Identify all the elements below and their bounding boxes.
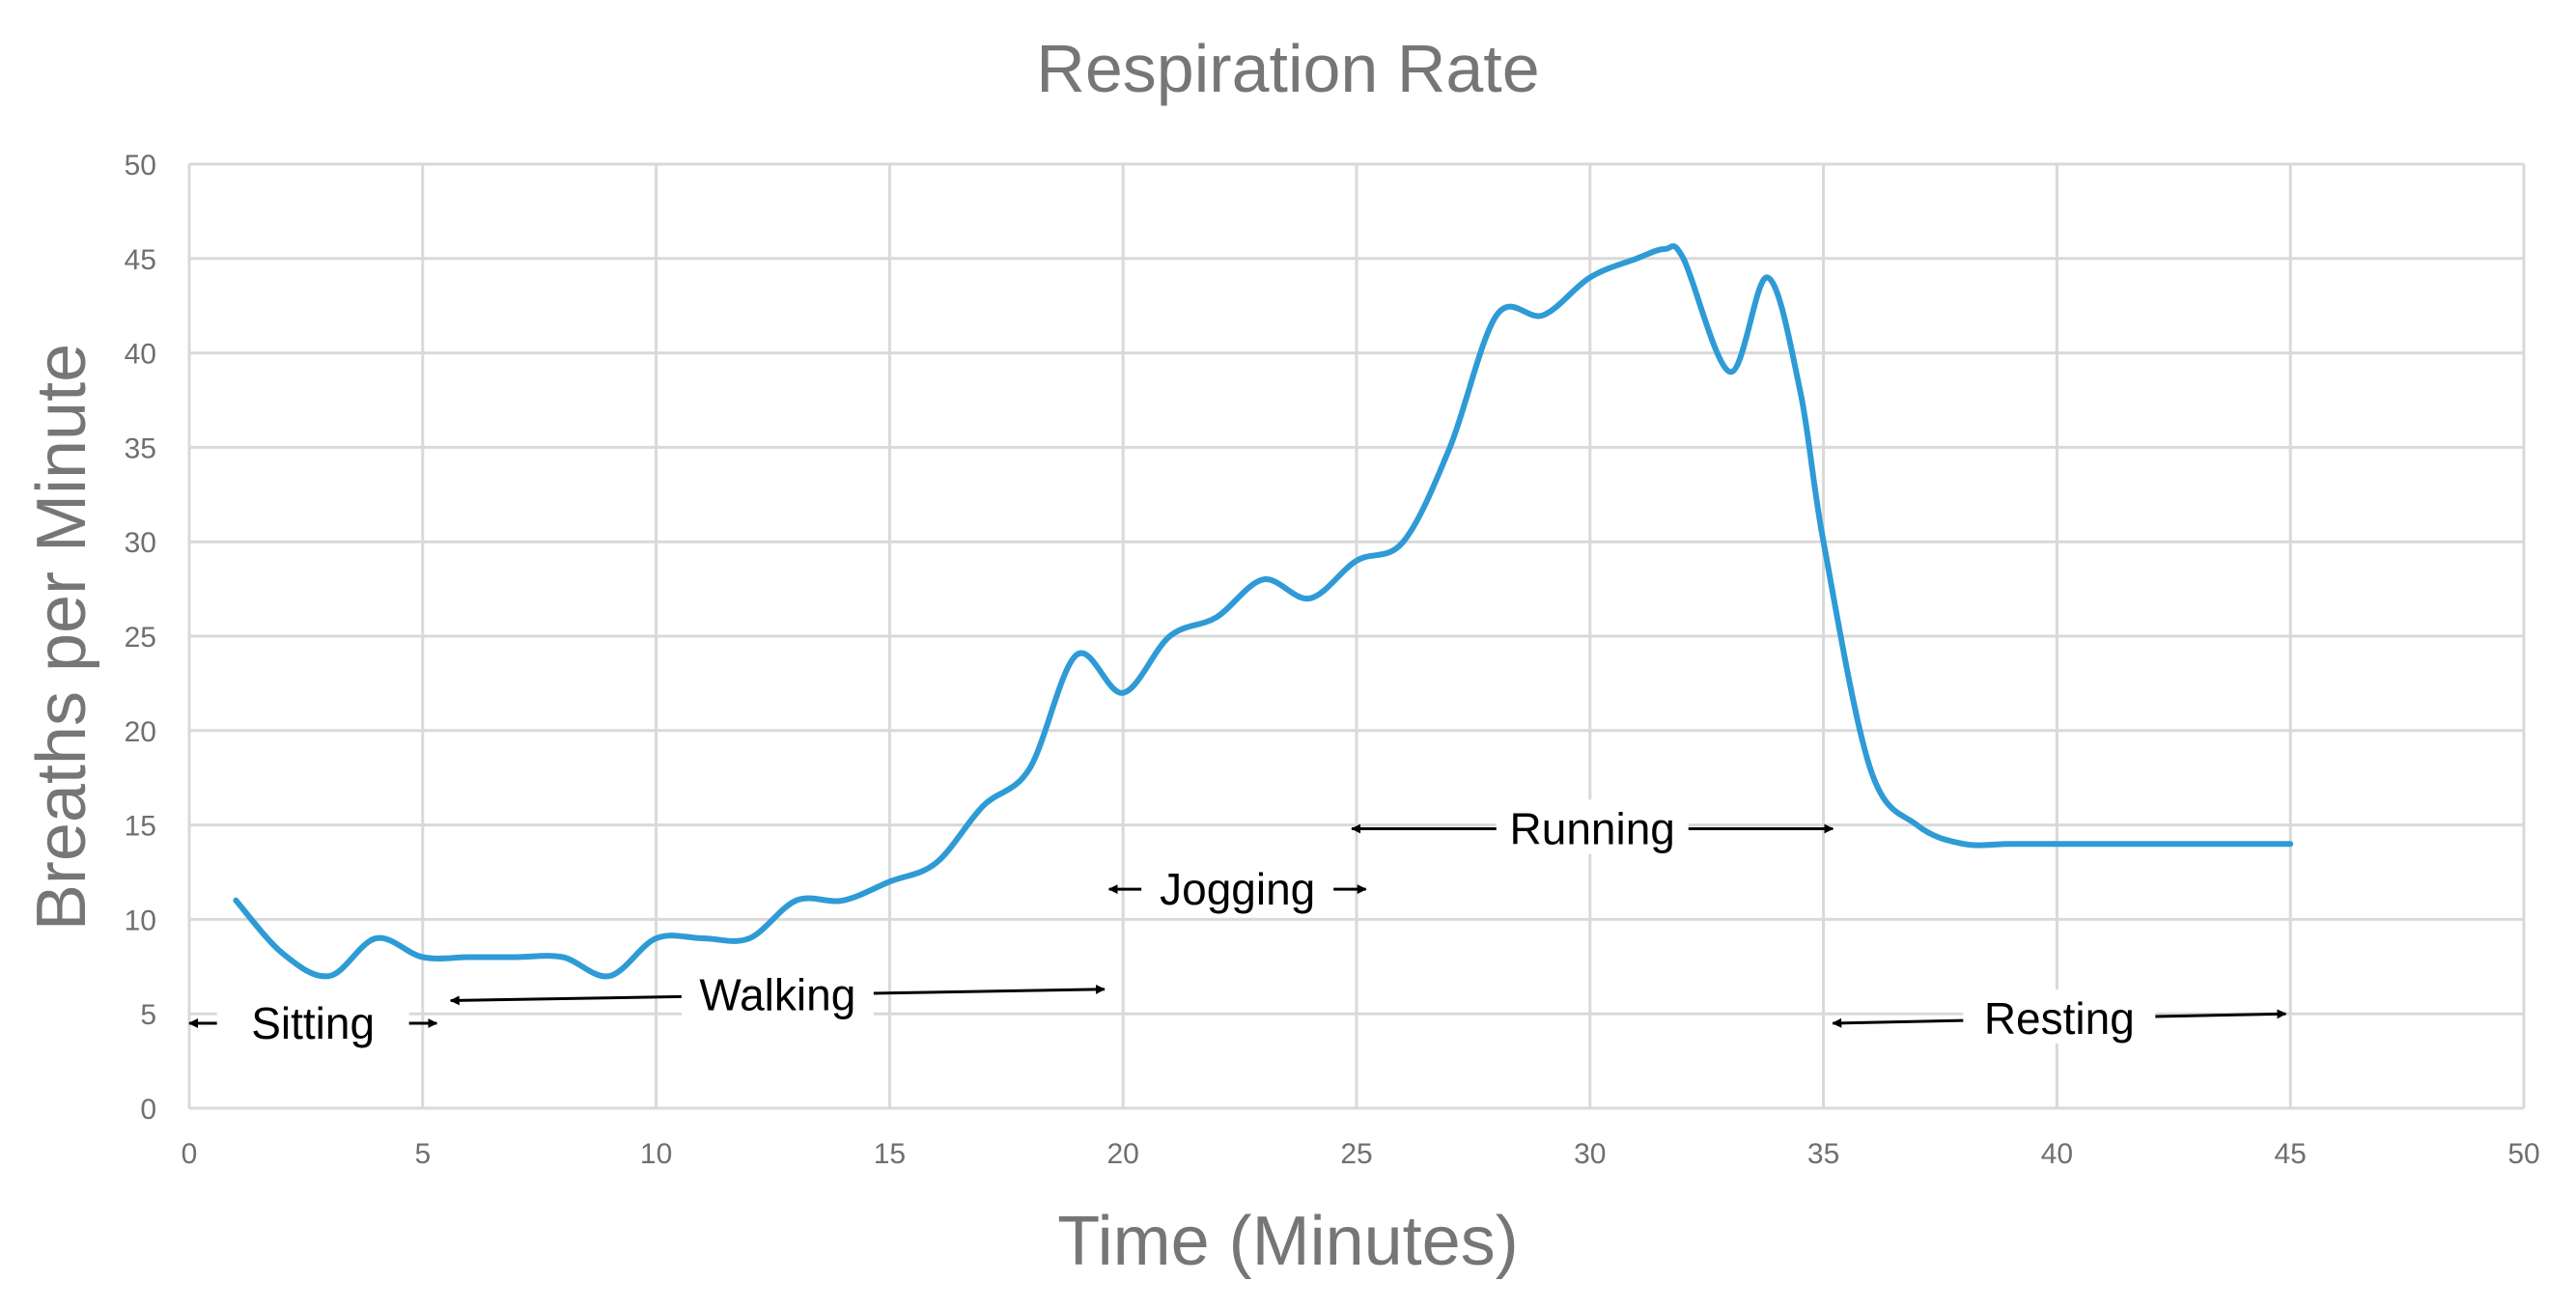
annotation-jogging: Jogging — [1107, 860, 1367, 915]
y-tick-label: 30 — [125, 527, 156, 559]
annotation-label: Walking — [699, 970, 855, 1020]
y-tick-label: 15 — [125, 811, 156, 843]
x-tick-label: 15 — [874, 1138, 906, 1170]
x-tick-label: 25 — [1340, 1138, 1372, 1170]
y-tick-label: 40 — [125, 339, 156, 371]
y-axis-ticks: 0 5 10 15 20 25 30 35 40 45 50 — [125, 150, 156, 1126]
y-tick-label: 35 — [125, 432, 156, 464]
grid — [187, 162, 2526, 1110]
x-tick-label: 40 — [2041, 1138, 2073, 1170]
x-tick-label: 5 — [414, 1138, 431, 1170]
annotation-resting: Resting — [1832, 989, 2287, 1044]
chart-title: Respiration Rate — [1036, 31, 1539, 106]
y-tick-label: 10 — [125, 905, 156, 936]
annotation-label-bg — [1496, 799, 1689, 854]
annotation-sitting: Sitting — [188, 993, 438, 1048]
y-tick-label: 0 — [140, 1094, 156, 1126]
x-tick-label: 35 — [1807, 1138, 1839, 1170]
y-axis-title: Breaths per Minute — [23, 344, 100, 931]
x-tick-label: 10 — [640, 1138, 672, 1170]
annotation-label: Resting — [1984, 993, 2135, 1044]
annotation-label-bg — [1141, 860, 1334, 915]
y-tick-label: 50 — [125, 150, 156, 181]
series-line — [233, 243, 2294, 980]
y-tick-label: 20 — [125, 716, 156, 748]
x-tick-label: 45 — [2275, 1138, 2307, 1170]
x-tick-label: 50 — [2507, 1138, 2539, 1170]
annotation-label-bg — [216, 993, 409, 1048]
y-tick-label: 5 — [140, 999, 156, 1031]
x-tick-label: 0 — [182, 1138, 198, 1170]
annotation-running: Running — [1351, 799, 1834, 854]
y-tick-label: 25 — [125, 622, 156, 654]
x-axis-ticks: 0 5 10 15 20 25 30 35 40 45 50 — [182, 1138, 2540, 1170]
annotation-label-bg — [681, 965, 874, 1020]
annotation-label: Sitting — [251, 998, 375, 1048]
x-tick-label: 30 — [1574, 1138, 1606, 1170]
activity-annotations: Sitting Walking Jogging Running Resting — [188, 799, 2287, 1048]
annotation-label: Jogging — [1160, 864, 1315, 914]
x-axis-title: Time (Minutes) — [1057, 1203, 1518, 1280]
x-tick-label: 20 — [1107, 1138, 1139, 1170]
annotation-walking: Walking — [449, 965, 1106, 1020]
annotation-label-bg — [1963, 989, 2156, 1044]
y-tick-label: 45 — [125, 244, 156, 276]
annotation-label: Running — [1510, 804, 1675, 854]
series — [233, 243, 2294, 980]
